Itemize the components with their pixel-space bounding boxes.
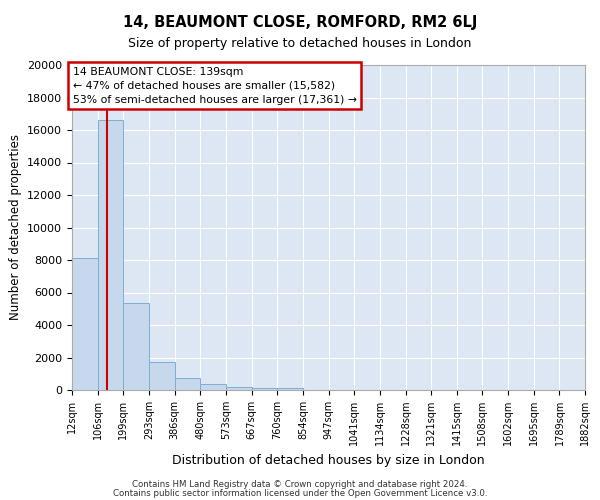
Bar bbox=[200, 384, 226, 390]
Y-axis label: Number of detached properties: Number of detached properties bbox=[8, 134, 22, 320]
Bar bbox=[72, 258, 98, 390]
Text: 14, BEAUMONT CLOSE, ROMFORD, RM2 6LJ: 14, BEAUMONT CLOSE, ROMFORD, RM2 6LJ bbox=[123, 15, 477, 30]
Bar bbox=[175, 378, 200, 390]
Bar bbox=[226, 387, 251, 390]
Bar bbox=[98, 120, 124, 390]
Bar bbox=[277, 388, 303, 390]
Bar bbox=[149, 362, 175, 390]
Text: Contains HM Land Registry data © Crown copyright and database right 2024.: Contains HM Land Registry data © Crown c… bbox=[132, 480, 468, 489]
Bar bbox=[124, 303, 149, 390]
X-axis label: Distribution of detached houses by size in London: Distribution of detached houses by size … bbox=[172, 454, 485, 466]
Text: Size of property relative to detached houses in London: Size of property relative to detached ho… bbox=[128, 38, 472, 51]
Bar bbox=[251, 388, 277, 390]
Text: Contains public sector information licensed under the Open Government Licence v3: Contains public sector information licen… bbox=[113, 488, 487, 498]
Text: 14 BEAUMONT CLOSE: 139sqm
← 47% of detached houses are smaller (15,582)
53% of s: 14 BEAUMONT CLOSE: 139sqm ← 47% of detac… bbox=[73, 66, 356, 104]
